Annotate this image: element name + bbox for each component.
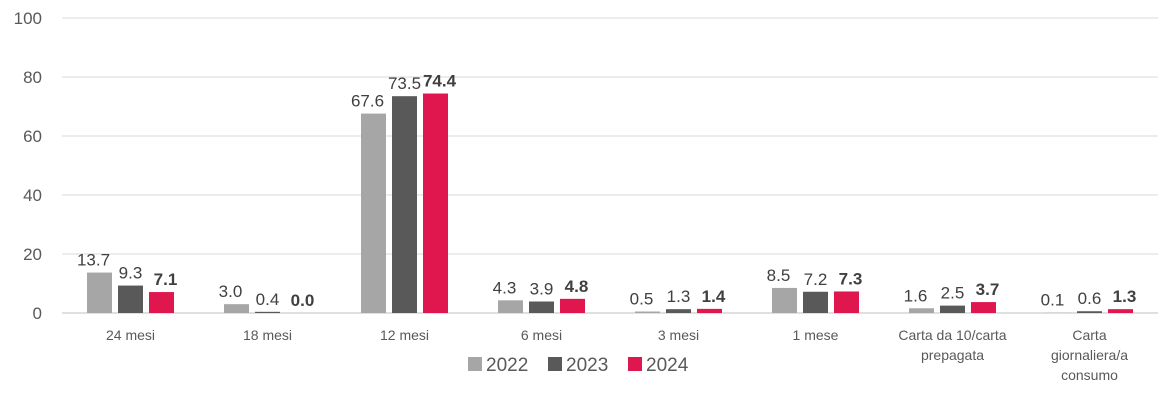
data-label-2022: 67.6 [351, 92, 384, 111]
y-tick-label: 0 [33, 304, 42, 323]
bar-2022 [772, 287, 797, 313]
bar-2023 [1077, 311, 1102, 313]
bar-2024 [423, 93, 448, 314]
bar-2024 [697, 308, 722, 313]
bar-2022 [909, 308, 934, 313]
data-label-2023: 0.4 [256, 290, 280, 309]
bar-2022 [224, 304, 249, 313]
data-label-2024: 3.7 [976, 280, 1000, 299]
y-tick-label: 100 [14, 9, 42, 28]
bar-2022 [87, 272, 112, 313]
gridlines [62, 17, 1158, 314]
legend-label-2023: 2023 [566, 355, 608, 376]
legend-label-2022: 2022 [486, 355, 528, 376]
legend-swatch-2022 [468, 357, 482, 371]
bar-2024 [1108, 309, 1133, 313]
y-tick-label: 80 [23, 68, 42, 87]
x-category-label: 12 mesi [380, 327, 429, 343]
data-label-2023: 9.3 [119, 264, 143, 283]
legend-swatch-2023 [548, 357, 562, 371]
bar-2024 [149, 292, 174, 313]
data-label-2023: 7.2 [804, 270, 828, 289]
legend: 2022 2023 2024 [468, 355, 689, 376]
bar-2023 [255, 311, 280, 313]
data-label-2024: 4.8 [565, 277, 589, 296]
bar-2023 [392, 96, 417, 313]
bars [87, 93, 1133, 314]
bar-2024 [834, 291, 859, 313]
data-label-2023: 73.5 [388, 74, 421, 93]
bar-2022 [635, 311, 660, 313]
x-category-label: 1 mese [793, 327, 839, 343]
legend-swatch-2024 [628, 357, 642, 371]
data-label-2024: 0.0 [291, 291, 315, 310]
y-tick-label: 20 [23, 245, 42, 264]
data-label-2024: 1.4 [702, 287, 726, 306]
data-label-2022: 0.5 [630, 290, 654, 309]
x-category-label: Carta giornaliera/a consumo [1051, 327, 1128, 383]
bar-2022 [498, 300, 523, 313]
data-label-2023: 1.3 [667, 287, 691, 306]
data-label-2024: 1.3 [1113, 287, 1137, 306]
data-label-2024: 74.4 [423, 72, 457, 91]
y-axis: 0 20 40 60 80 100 [14, 9, 42, 323]
y-tick-label: 60 [23, 127, 42, 146]
bar-2023 [803, 291, 828, 313]
x-category-label: 3 mesi [658, 327, 699, 343]
x-category-label: Carta da 10/carta prepagata [898, 327, 1006, 363]
x-axis: 24 mesi 18 mesi 12 mesi 6 mesi 3 mesi 1 mese C… [106, 327, 1128, 383]
data-label-2022: 8.5 [767, 266, 791, 285]
bar-2023 [529, 301, 554, 313]
bar-2023 [666, 309, 691, 313]
data-label-2022: 4.3 [493, 278, 517, 297]
bar-2022 [361, 113, 386, 313]
bar-2023 [118, 285, 143, 313]
x-category-label: 18 mesi [243, 327, 292, 343]
data-label-2024: 7.3 [839, 269, 863, 288]
data-label-2022: 0.1 [1041, 291, 1065, 310]
data-label-2023: 0.6 [1078, 289, 1102, 308]
y-tick-label: 40 [23, 186, 42, 205]
bar-2024 [971, 302, 996, 313]
data-label-2023: 2.5 [941, 284, 965, 303]
data-label-2022: 3.0 [219, 282, 243, 301]
data-label-2022: 13.7 [77, 251, 110, 270]
x-category-label: 24 mesi [106, 327, 155, 343]
data-label-2022: 1.6 [904, 286, 928, 305]
data-label-2024: 7.1 [154, 270, 178, 289]
legend-label-2024: 2024 [646, 355, 689, 376]
data-label-2023: 3.9 [530, 279, 554, 298]
bar-2024 [560, 298, 585, 313]
x-category-label: 6 mesi [521, 327, 562, 343]
bar-2023 [940, 305, 965, 313]
data-labels: 13.7 9.3 7.1 3.0 0.4 0.0 67.673.5 74.4 4.3 3.9 4.8… [77, 72, 1136, 310]
